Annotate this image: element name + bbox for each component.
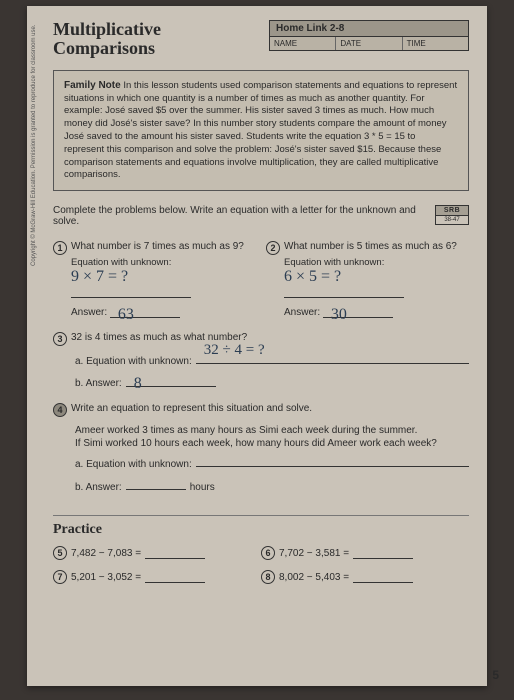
q1-answer-label: Answer: [71, 307, 107, 318]
p6-expr: 7,702 − 3,581 = [279, 548, 349, 559]
practice-item: 6 7,702 − 3,581 = [261, 546, 469, 560]
name-field-label: NAME [270, 37, 336, 50]
home-link-box: Home Link 2-8 NAME DATE TIME [269, 20, 469, 51]
page-number: 5 [492, 668, 499, 682]
family-note-label: Family Note [64, 80, 121, 91]
family-note-body: In this lesson students used comparison … [64, 80, 457, 181]
p5-number: 5 [53, 546, 67, 560]
practice-item: 7 5,201 − 3,052 = [53, 570, 261, 584]
p7-expr: 5,201 − 3,052 = [71, 572, 141, 583]
q2-eq-label: Equation with unknown: [284, 257, 469, 268]
practice-item: 5 7,482 − 7,083 = [53, 546, 261, 560]
q4-story-1: Ameer worked 3 times as many hours as Si… [75, 425, 469, 436]
title-block: Multiplicative Comparisons [53, 20, 259, 58]
srb-badge: SRB 38-47 [435, 205, 469, 225]
p5-expr: 7,482 − 7,083 = [71, 548, 141, 559]
questions-1-2-row: 1 What number is 7 times as much as 9? E… [53, 241, 469, 318]
q1-handwritten-equation: 9 × 7 = ? [71, 268, 128, 286]
worksheet-page: Copyright © McGraw-Hill Education. Permi… [27, 6, 487, 686]
instructions-row: Complete the problems below. Write an eq… [53, 205, 469, 227]
q2-number: 2 [266, 241, 280, 255]
q4b-label: b. Answer: [75, 482, 122, 493]
q1-text: What number is 7 times as much as 9? [71, 241, 244, 252]
q3-number: 3 [53, 332, 67, 346]
q2-text: What number is 5 times as much as 6? [284, 241, 457, 252]
q4b-unit: hours [190, 482, 215, 493]
q1-eq-label: Equation with unknown: [71, 257, 256, 268]
page-header: Multiplicative Comparisons Home Link 2-8… [53, 20, 469, 58]
q4-story-2: If Simi worked 10 hours each week, how m… [75, 438, 469, 449]
q2-handwritten-answer: 30 [323, 306, 347, 323]
copyright-text: Copyright © McGraw-Hill Education. Permi… [31, 24, 37, 266]
q2-answer-label: Answer: [284, 307, 320, 318]
title-line-2: Comparisons [53, 38, 155, 58]
q3b-handwritten: 8 [126, 375, 142, 392]
home-link-label: Home Link 2-8 [270, 21, 468, 37]
q4-text: Write an equation to represent this situ… [71, 403, 312, 414]
q4a-label: a. Equation with unknown: [75, 459, 192, 470]
question-4: 4 Write an equation to represent this si… [53, 403, 469, 493]
question-2: 2 What number is 5 times as much as 6? E… [266, 241, 469, 318]
family-note-box: Family Note In this lesson students used… [53, 70, 469, 192]
title-line-1: Multiplicative [53, 19, 161, 39]
time-field-label: TIME [403, 37, 468, 50]
question-1: 1 What number is 7 times as much as 9? E… [53, 241, 256, 318]
date-field-label: DATE [336, 37, 402, 50]
p8-number: 8 [261, 570, 275, 584]
srb-pages: 38-47 [436, 216, 468, 224]
p7-number: 7 [53, 570, 67, 584]
instructions-text: Complete the problems below. Write an eq… [53, 205, 427, 227]
p6-number: 6 [261, 546, 275, 560]
practice-grid: 5 7,482 − 7,083 = 6 7,702 − 3,581 = 7 5,… [53, 546, 469, 594]
q2-handwritten-equation: 6 × 5 = ? [284, 268, 341, 286]
q3a-handwritten: 32 ÷ 4 = ? [204, 342, 265, 359]
q1-handwritten-answer: 63 [110, 306, 134, 323]
practice-item: 8 8,002 − 5,403 = [261, 570, 469, 584]
practice-heading: Practice [53, 515, 469, 538]
srb-top: SRB [436, 206, 468, 216]
q3a-label: a. Equation with unknown: [75, 356, 192, 367]
p8-expr: 8,002 − 5,403 = [279, 572, 349, 583]
q1-number: 1 [53, 241, 67, 255]
q4-number: 4 [53, 403, 67, 417]
question-3: 3 32 is 4 times as much as what number? … [53, 332, 469, 389]
q3b-label: b. Answer: [75, 378, 122, 389]
